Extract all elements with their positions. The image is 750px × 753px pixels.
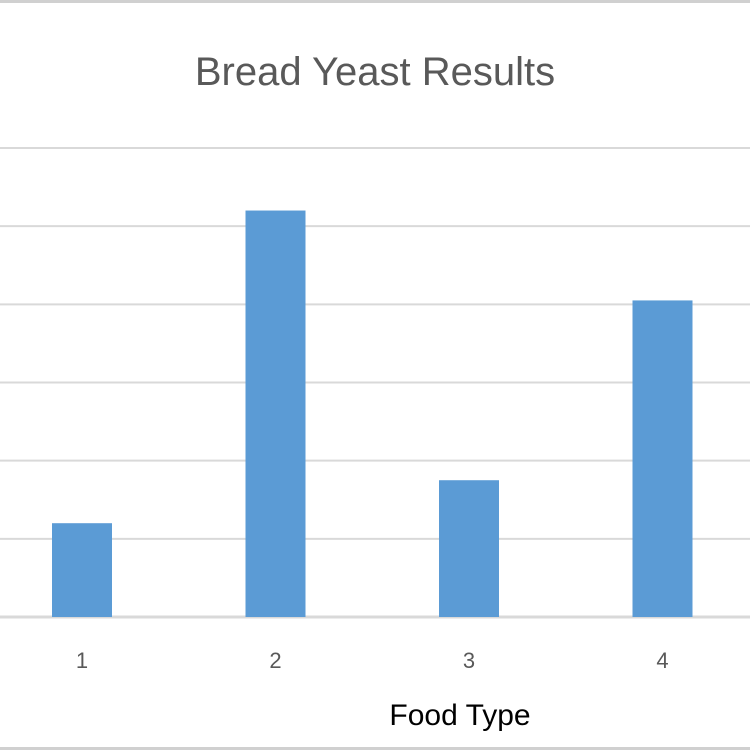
x-tick-label-2: 2 xyxy=(269,648,281,673)
bar-3 xyxy=(439,480,499,617)
x-tick-label-4: 4 xyxy=(656,648,668,673)
bar-chart: 1 2 3 4 Bread Yeast Results Food Type xyxy=(0,50,750,732)
bar-4 xyxy=(632,300,693,617)
chart-title: Bread Yeast Results xyxy=(195,50,555,94)
bars xyxy=(52,210,693,618)
gridlines xyxy=(0,147,750,619)
x-tick-labels: 1 2 3 4 xyxy=(76,648,669,673)
x-tick-label-3: 3 xyxy=(463,648,475,673)
bar-1 xyxy=(52,523,112,617)
x-axis-label: Food Type xyxy=(389,699,530,732)
x-tick-label-1: 1 xyxy=(76,648,88,673)
bar-2 xyxy=(245,210,306,618)
